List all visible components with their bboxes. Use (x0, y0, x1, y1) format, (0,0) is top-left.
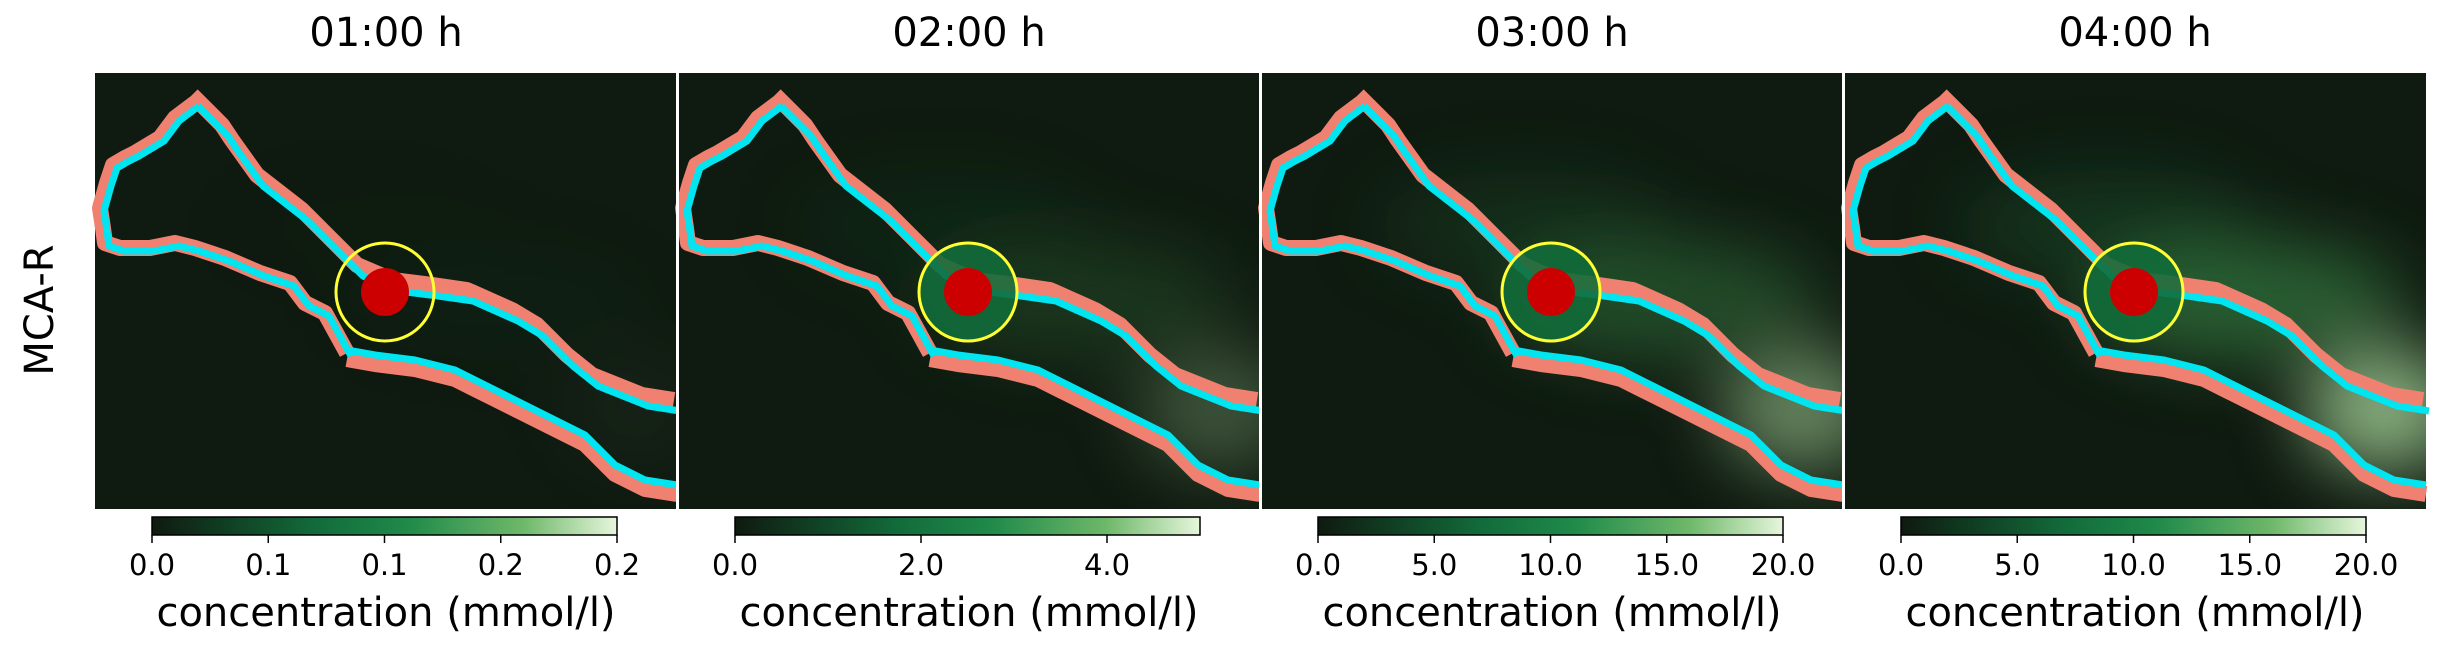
colorbar: 0.0 0.1 0.1 0.2 0.2 (129, 516, 640, 582)
inner-contour-lower (346, 346, 678, 489)
colorbar-tick-label: 4.0 (1084, 548, 1130, 582)
heatmap-group: 0.0 5.0 10.0 15.0 20.0 (1841, 73, 2430, 582)
colorbar-gradient (734, 516, 1201, 536)
colorbar-tick-label: 2.0 (898, 548, 944, 582)
row-label-text: MCA-R (17, 244, 63, 376)
colorbar-gradient (1317, 516, 1784, 536)
outer-contour-lower (345, 351, 679, 502)
vessel-contours (92, 89, 681, 502)
outer-contour-lower (2094, 351, 2428, 502)
injection-core (2110, 268, 2158, 316)
colorbar-tick-label: 0.0 (1878, 548, 1924, 582)
colorbar-gradient (151, 516, 618, 536)
panel-02h: 02:00 h 0.0 2.0 4.0 concentration (mmol/l) (675, 0, 1264, 661)
colorbar-tick-label: 5.0 (1994, 548, 2040, 582)
colorbar-tick-label: 0.1 (245, 548, 291, 582)
injection-core (944, 268, 992, 316)
panel-separator (676, 73, 679, 509)
colorbar-tick-label: 0.0 (1295, 548, 1341, 582)
inner-contour-lower (2095, 346, 2427, 489)
heatmap-group: 0.0 0.1 0.1 0.2 0.2 (92, 73, 681, 582)
inner-contour-lower (1512, 346, 1844, 489)
panel-separator (1842, 73, 1845, 509)
panel-title: 03:00 h (1475, 10, 1629, 56)
colorbar: 0.0 5.0 10.0 15.0 20.0 (1295, 516, 1816, 582)
colorbar: 0.0 2.0 4.0 (712, 516, 1201, 582)
inner-contour-loop (100, 103, 355, 358)
colorbar-tick-label: 0.2 (594, 548, 640, 582)
colorbar-tick-label: 5.0 (1411, 548, 1457, 582)
inner-contour-loop (1266, 103, 1521, 358)
colorbar-tick-label: 15.0 (2217, 548, 2282, 582)
colorbar-tick-label: 15.0 (1634, 548, 1699, 582)
colorbar-tick-label: 0.0 (129, 548, 175, 582)
heatmap-svg: 0.0 2.0 4.0 (675, 73, 1264, 582)
injection-ring (334, 241, 436, 343)
colorbar-gradient (1900, 516, 2367, 536)
injection-core (361, 268, 409, 316)
colorbar-label: concentration (mmol/l) (739, 590, 1199, 636)
outer-contour-lower (928, 351, 1262, 502)
outer-contour-lower (1511, 351, 1845, 502)
colorbar-label: concentration (mmol/l) (1905, 590, 2365, 636)
inner-contour-loop (683, 103, 938, 358)
colorbar-tick-label: 0.0 (712, 548, 758, 582)
heatmap-svg: 0.0 5.0 10.0 15.0 20.0 (1841, 73, 2430, 582)
panel-title: 01:00 h (309, 10, 463, 56)
panel-title: 04:00 h (2058, 10, 2212, 56)
inner-contour-upper (195, 103, 681, 415)
panel-04h: 04:00 h 0.0 5.0 10.0 15.0 20.0 concentration… (1841, 0, 2430, 661)
colorbar-tick-label: 0.2 (478, 548, 524, 582)
panel-01h: 01:00 h 0.0 0.1 0.1 0.2 0.2 concentration (m… (92, 0, 681, 661)
heatmap-group: 0.0 5.0 10.0 15.0 20.0 (1258, 73, 1847, 582)
colorbar-tick-label: 20.0 (2334, 548, 2399, 582)
colorbar-tick-label: 10.0 (2101, 548, 2166, 582)
inner-contour-lower (929, 346, 1261, 489)
colorbar-label: concentration (mmol/l) (156, 590, 616, 636)
colorbar-label: concentration (mmol/l) (1322, 590, 1782, 636)
panel-title: 02:00 h (892, 10, 1046, 56)
panel-separator (1259, 73, 1262, 509)
row-label: MCA-R (10, 180, 70, 440)
panel-03h: 03:00 h 0.0 5.0 10.0 15.0 20.0 concentration… (1258, 0, 1847, 661)
colorbar-tick-label: 0.1 (361, 548, 407, 582)
heatmap-svg: 0.0 5.0 10.0 15.0 20.0 (1258, 73, 1847, 582)
heatmap-group: 0.0 2.0 4.0 (675, 73, 1264, 582)
colorbar: 0.0 5.0 10.0 15.0 20.0 (1878, 516, 2399, 582)
colorbar-tick-label: 10.0 (1518, 548, 1583, 582)
heatmap-svg: 0.0 0.1 0.1 0.2 0.2 (92, 73, 681, 582)
injection-core (1527, 268, 1575, 316)
inner-contour-loop (1849, 103, 2104, 358)
colorbar-tick-label: 20.0 (1751, 548, 1816, 582)
